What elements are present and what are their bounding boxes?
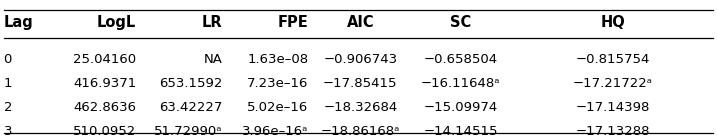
Text: 1.63e–08: 1.63e–08 [247, 53, 308, 66]
Text: Lag: Lag [4, 15, 33, 30]
Text: 653.1592: 653.1592 [159, 77, 222, 90]
Text: 2: 2 [4, 101, 12, 114]
Text: HQ: HQ [601, 15, 625, 30]
Text: −18.86168ᵃ: −18.86168ᵃ [320, 125, 400, 136]
Text: 25.04160: 25.04160 [73, 53, 136, 66]
Text: 3: 3 [4, 125, 12, 136]
Text: −17.21722ᵃ: −17.21722ᵃ [573, 77, 653, 90]
Text: −14.14515: −14.14515 [424, 125, 498, 136]
Text: 7.23e–16: 7.23e–16 [247, 77, 308, 90]
Text: SC: SC [450, 15, 471, 30]
Text: −17.13288: −17.13288 [576, 125, 650, 136]
Text: −18.32684: −18.32684 [323, 101, 397, 114]
Text: −15.09974: −15.09974 [424, 101, 498, 114]
Text: 510.0952: 510.0952 [73, 125, 136, 136]
Text: −0.658504: −0.658504 [424, 53, 498, 66]
Text: 3.96e–16ᵃ: 3.96e–16ᵃ [242, 125, 308, 136]
Text: −17.14398: −17.14398 [576, 101, 650, 114]
Text: 5.02e–16: 5.02e–16 [247, 101, 308, 114]
Text: LR: LR [201, 15, 222, 30]
Text: 1: 1 [4, 77, 12, 90]
Text: NA: NA [204, 53, 222, 66]
Text: AIC: AIC [346, 15, 374, 30]
Text: −0.815754: −0.815754 [576, 53, 650, 66]
Text: 462.8636: 462.8636 [73, 101, 136, 114]
Text: FPE: FPE [277, 15, 308, 30]
Text: 51.72990ᵃ: 51.72990ᵃ [153, 125, 222, 136]
Text: 63.42227: 63.42227 [159, 101, 222, 114]
Text: −0.906743: −0.906743 [323, 53, 397, 66]
Text: −16.11648ᵃ: −16.11648ᵃ [421, 77, 500, 90]
Text: LogL: LogL [97, 15, 136, 30]
Text: 416.9371: 416.9371 [73, 77, 136, 90]
Text: −17.85415: −17.85415 [323, 77, 397, 90]
Text: 0: 0 [4, 53, 12, 66]
